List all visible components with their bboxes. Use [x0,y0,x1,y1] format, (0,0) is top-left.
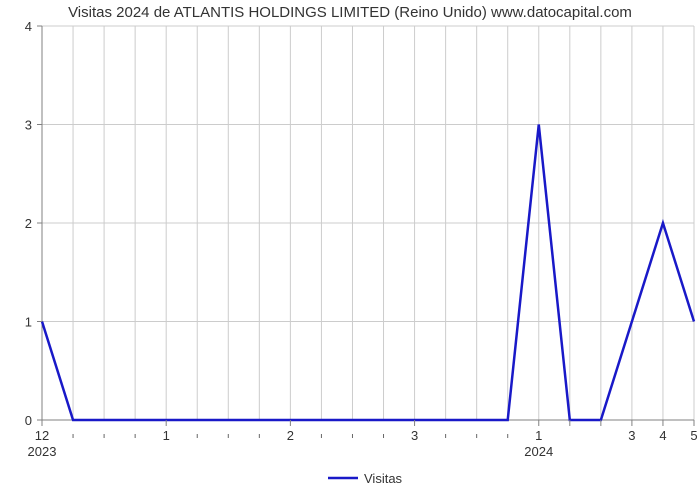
y-tick-label: 0 [25,413,32,428]
y-tick-label: 3 [25,118,32,133]
visits-chart: 0123412202312312024345 Visitas [0,0,700,500]
series-line-visitas [42,125,694,421]
chart-legend: Visitas [328,471,403,486]
y-tick-label: 1 [25,315,32,330]
x-tick-label: 3 [411,428,418,443]
x-tick-label: 5 [690,428,697,443]
legend-label: Visitas [364,471,403,486]
y-tick-label: 4 [25,19,32,34]
chart-grid [42,26,694,420]
x-tick-label: 1 [535,428,542,443]
x-tick-year-label: 2023 [28,444,57,459]
chart-series [42,125,694,421]
x-tick-label: 1 [163,428,170,443]
x-tick-label: 2 [287,428,294,443]
x-tick-year-label: 2024 [524,444,553,459]
x-tick-label: 4 [659,428,666,443]
chart-ticks: 0123412202312312024345 [25,19,698,459]
x-tick-label: 12 [35,428,49,443]
y-tick-label: 2 [25,216,32,231]
x-tick-label: 3 [628,428,635,443]
